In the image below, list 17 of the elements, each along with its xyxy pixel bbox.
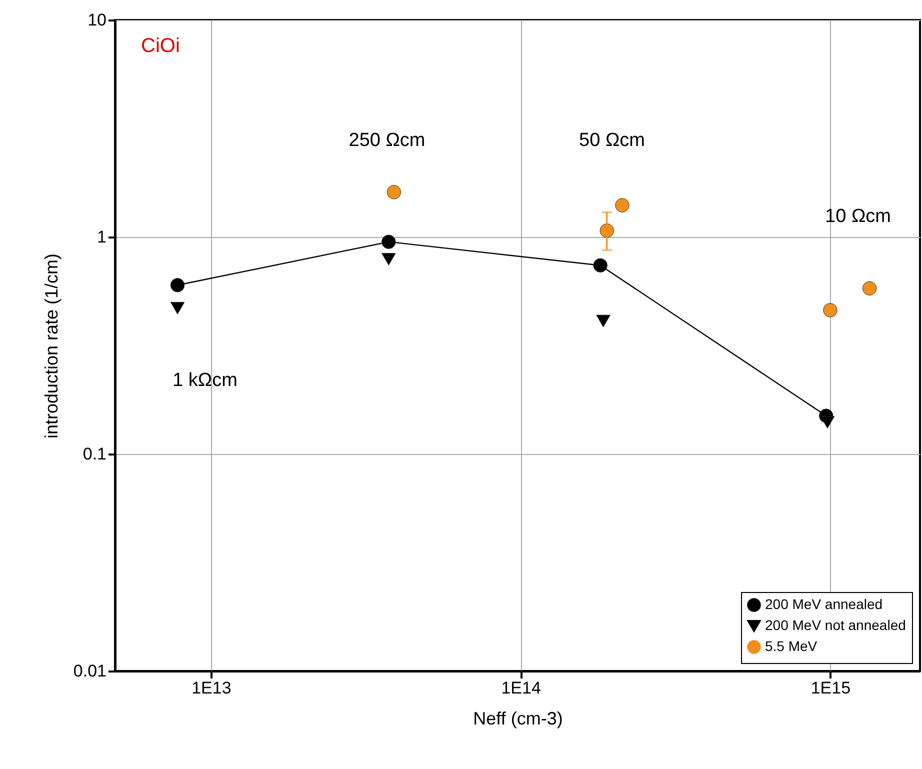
y-axis-title: introduction rate (1/cm) [41,253,62,439]
legend-label: 5.5 MeV [765,638,818,654]
annotation: 250 Ωcm [348,130,426,151]
y-tick-label: 1 [97,228,106,246]
legend-label: 200 MeV annealed [765,596,883,612]
x-tick-label: 1E14 [501,678,541,698]
annotation: 10 Ωcm [825,206,891,227]
y-tick-label: 10 [88,10,106,30]
annotation: 50 Ωcm [579,130,645,151]
y-tick-label: 0.01 [73,662,106,680]
text: CiOi [141,35,180,57]
x-tick-label: 1E15 [810,678,851,698]
x-tick-label: 1E13 [192,678,232,698]
y-tick-label: 0.1 [82,444,106,464]
x-axis-title: Neff (cm-3) [473,708,563,728]
legend-label: 200 MeV not annealed [765,617,906,633]
annotation: 1 kΩcm [172,370,238,391]
